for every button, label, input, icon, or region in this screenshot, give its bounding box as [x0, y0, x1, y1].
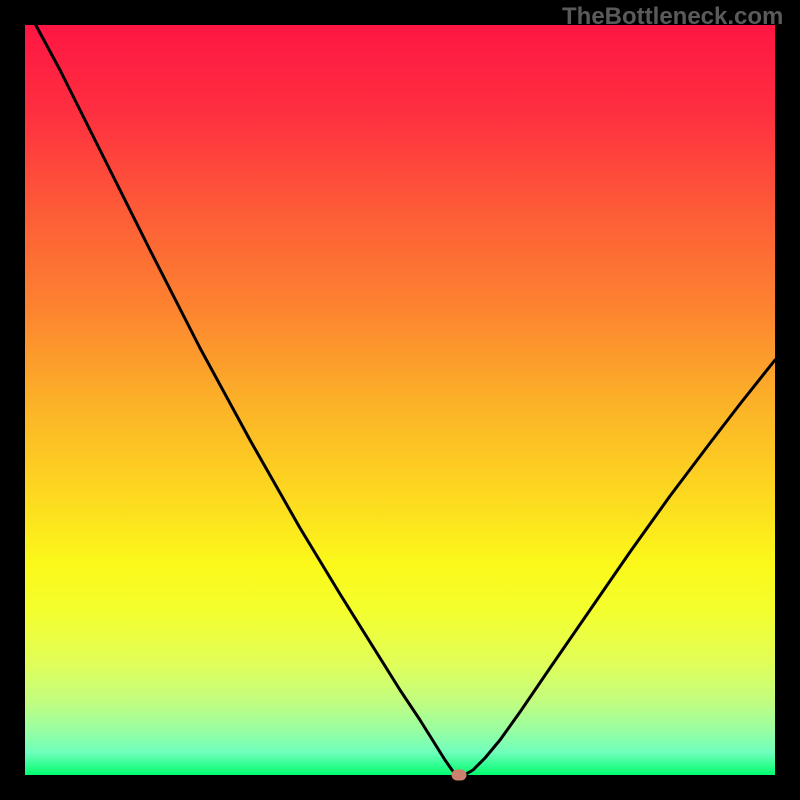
chart-container: TheBottleneck.com: [0, 0, 800, 800]
bottleneck-curve: [25, 5, 775, 775]
minimum-marker: [452, 770, 467, 781]
chart-svg: [0, 0, 800, 800]
watermark-text: TheBottleneck.com: [562, 3, 783, 31]
